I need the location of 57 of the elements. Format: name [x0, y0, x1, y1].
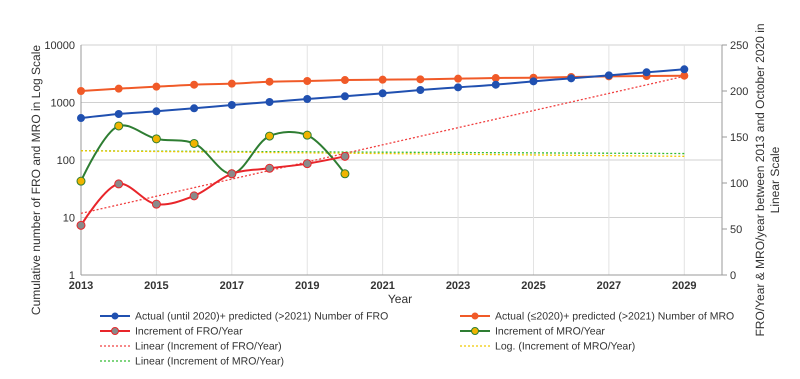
y2-tick-label: 150: [730, 132, 748, 144]
point: [266, 78, 274, 86]
point: [529, 77, 538, 86]
point: [378, 89, 387, 98]
legend-label: Increment of MRO/Year: [495, 326, 606, 338]
x-tick-label: 2023: [446, 280, 470, 292]
x-tick-label: 2025: [521, 280, 546, 292]
legend-label: Log. (Increment of MRO/Year): [495, 340, 636, 353]
y-axis-title: Cumulative number of FRO and MRO in Log Scale: [29, 44, 43, 316]
legend-label: Actual (until 2020)+ predicted (>2021) Number of FRO: [135, 310, 388, 323]
point: [190, 104, 198, 112]
point: [680, 65, 688, 74]
point: [642, 68, 651, 76]
y2-tick-label: 50: [730, 224, 742, 236]
x-tick-label: 2019: [294, 280, 320, 292]
x-tick-label: 2017: [220, 280, 244, 292]
point: [416, 75, 424, 84]
x-tick-label: 2029: [672, 280, 697, 292]
point: [190, 80, 198, 89]
point: [228, 100, 236, 109]
y2-tick-label: 0: [730, 270, 736, 282]
point: [152, 107, 160, 116]
x-tick-label: 2021: [370, 280, 395, 292]
point: [378, 76, 387, 84]
point: [228, 80, 236, 88]
point: [266, 98, 274, 106]
point: [454, 74, 462, 83]
point: [114, 110, 123, 118]
legend-label: Linear (Increment of MRO/Year): [135, 356, 284, 368]
point: [340, 76, 349, 84]
point: [114, 84, 123, 93]
x-axis-title: Year: [388, 292, 412, 306]
y-tick-label: 1: [68, 270, 75, 282]
point: [303, 77, 312, 86]
y-tick-label: 10: [62, 212, 75, 224]
point: [77, 114, 85, 122]
y-tick-label: 1000: [50, 97, 75, 110]
y-tick-label: 100: [56, 154, 75, 167]
point: [340, 92, 349, 100]
point: [77, 87, 85, 95]
y2-tick-label: 200: [730, 86, 748, 98]
legend-label: Linear (Increment of FRO/Year): [135, 340, 282, 353]
point: [303, 95, 312, 104]
point: [152, 82, 160, 91]
point: [492, 80, 500, 89]
x-tick-label: 2027: [596, 280, 622, 292]
x-tick-label: 2015: [144, 280, 169, 292]
legend-label: Increment of FRO/Year: [135, 326, 244, 338]
x-tick-label: 2013: [68, 280, 94, 292]
point: [416, 86, 424, 94]
legend-label: Actual (≤2020)+ predicted (>2021) Number of MRO: [495, 310, 734, 323]
y-tick-label: 10000: [44, 40, 75, 52]
y2-tick-label: 250: [730, 40, 748, 52]
point: [492, 74, 500, 82]
y2-tick-label: 100: [730, 178, 748, 190]
y2-axis-title: FRO/Year & MRO/year between 2013 and October 2020 in Linear Scale: [753, 23, 782, 337]
point: [454, 83, 462, 92]
